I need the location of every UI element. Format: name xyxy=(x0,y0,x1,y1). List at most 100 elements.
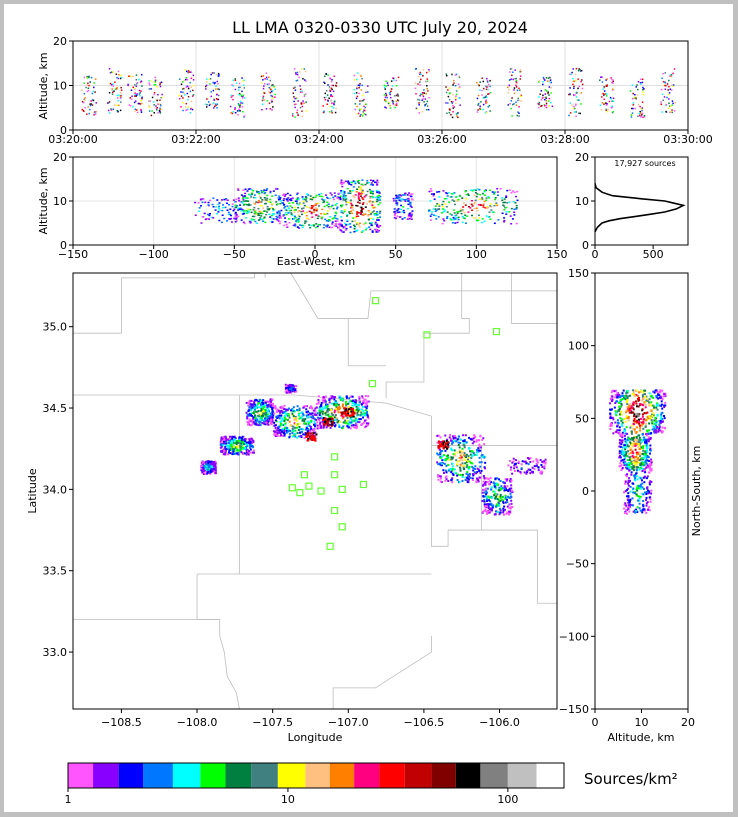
ew-source-point xyxy=(434,205,437,207)
time-source-point xyxy=(151,110,153,112)
plan-source-point xyxy=(309,430,312,433)
ew-source-point xyxy=(340,219,343,222)
ew-source-point xyxy=(479,204,482,206)
plan-source-point xyxy=(490,486,493,489)
time-source-point xyxy=(265,108,268,110)
plan-source-point xyxy=(515,459,518,462)
county-line xyxy=(511,273,557,324)
ew-source-point xyxy=(358,202,361,204)
plan-hotspot-point xyxy=(330,420,333,423)
time-source-point xyxy=(640,107,642,110)
plan-source-point xyxy=(498,513,501,516)
plan-source-point xyxy=(270,418,273,421)
time-source-point xyxy=(326,94,329,96)
plan-source-point xyxy=(351,400,354,403)
ew-source-point xyxy=(466,215,469,217)
plan-source-point xyxy=(318,414,321,417)
time-source-point xyxy=(140,99,142,102)
time-source-point xyxy=(149,80,152,82)
time-source-point xyxy=(91,104,94,106)
time-source-point xyxy=(605,95,608,97)
ew-source-point xyxy=(287,197,290,199)
time-source-point xyxy=(357,112,360,115)
time-source-point xyxy=(232,111,235,113)
plan-source-point xyxy=(529,472,532,475)
ew-source-point xyxy=(362,230,365,232)
time-source-point xyxy=(242,95,244,98)
ew-source-point xyxy=(359,213,362,215)
time-source-point xyxy=(268,76,270,79)
ew-source-point xyxy=(316,217,319,220)
plan-source-point xyxy=(451,465,454,468)
plan-source-point xyxy=(269,402,272,405)
plan-source-point xyxy=(224,451,227,454)
time-source-point xyxy=(518,99,521,102)
ew-source-point xyxy=(456,221,459,224)
ew-source-point xyxy=(314,207,317,209)
plan-source-point xyxy=(499,493,502,496)
ew-x-tick-label: 50 xyxy=(389,248,403,261)
plan-source-point xyxy=(483,477,486,480)
ew-source-point xyxy=(339,229,342,231)
ns-source-point xyxy=(652,425,655,428)
time-source-point xyxy=(451,116,454,119)
time-source-point xyxy=(186,78,188,81)
time-source-point xyxy=(89,104,92,107)
ew-source-point xyxy=(341,182,344,184)
ns-source-point xyxy=(639,403,642,406)
ew-source-point xyxy=(276,203,279,205)
plan-source-point xyxy=(260,411,263,414)
time-source-point xyxy=(397,94,399,97)
plan-source-point xyxy=(541,460,544,463)
plan-x-tick-label: −108.0 xyxy=(177,716,218,729)
plan-source-point xyxy=(221,449,224,452)
plan-source-point xyxy=(482,480,485,483)
plan-source-point xyxy=(478,461,481,464)
plan-source-point xyxy=(527,468,530,471)
time-source-point xyxy=(186,85,188,88)
time-source-point xyxy=(476,97,479,100)
time-source-point xyxy=(239,100,242,103)
time-source-point xyxy=(548,94,550,96)
plan-hotspot-point xyxy=(437,446,440,449)
plan-source-point xyxy=(245,401,248,404)
plan-source-point xyxy=(501,487,504,490)
ew-source-point xyxy=(375,212,378,215)
plan-source-point xyxy=(212,463,215,466)
ew-source-point xyxy=(303,204,306,207)
time-source-point xyxy=(83,101,85,104)
time-source-point xyxy=(428,97,430,99)
time-source-point xyxy=(148,82,150,84)
ew-source-point xyxy=(347,180,350,182)
time-source-point xyxy=(421,93,423,95)
ew-source-point xyxy=(237,215,240,218)
plan-source-point xyxy=(262,419,265,422)
plan-source-point xyxy=(365,419,368,422)
plan-source-point xyxy=(472,437,475,440)
ew-source-point xyxy=(407,215,410,218)
plan-source-point xyxy=(285,384,288,387)
plan-source-point xyxy=(494,487,497,490)
ew-source-point xyxy=(263,210,266,212)
ew-source-point xyxy=(437,203,440,206)
ew-source-point xyxy=(513,208,516,211)
time-source-point xyxy=(298,76,300,79)
ew-source-point xyxy=(402,209,405,212)
time-source-point xyxy=(572,94,575,96)
plan-source-point xyxy=(233,450,236,453)
time-source-point xyxy=(301,90,303,92)
plan-source-point xyxy=(472,467,475,470)
ew-source-point xyxy=(485,199,488,202)
ew-source-point xyxy=(372,179,375,182)
plan-source-point xyxy=(221,444,224,447)
plan-hotspot-point xyxy=(327,420,330,423)
time-source-point xyxy=(329,105,331,108)
time-source-point xyxy=(640,83,642,85)
ns-source-point xyxy=(640,403,643,406)
plan-source-point xyxy=(507,464,510,467)
time-source-point xyxy=(86,84,89,86)
time-source-point xyxy=(385,85,388,87)
ew-source-point xyxy=(334,204,337,206)
plan-source-point xyxy=(314,425,317,428)
plan-source-point xyxy=(288,391,291,394)
